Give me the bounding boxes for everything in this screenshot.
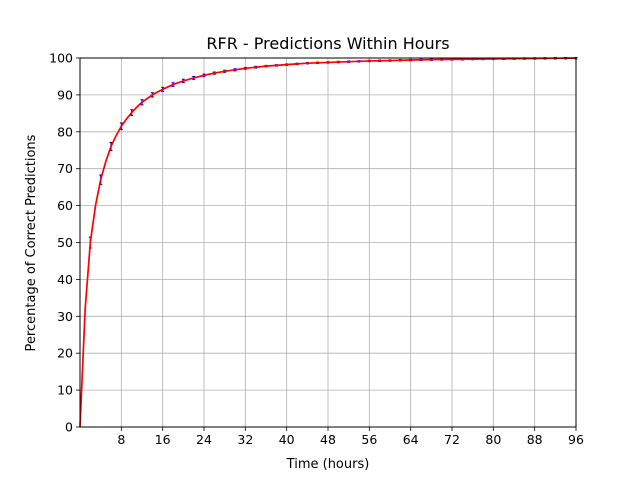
x-tick-label: 32: [237, 432, 253, 447]
x-tick-label: 48: [320, 432, 336, 447]
y-tick-label: 40: [57, 272, 73, 287]
x-axis-ticks: 8 16 24 32 40 48 56 64 72 80 88 96: [117, 427, 584, 447]
y-tick-label: 70: [57, 161, 73, 176]
x-tick-label: 8: [117, 432, 125, 447]
y-tick-label: 30: [57, 309, 73, 324]
series-line: [79, 57, 577, 428]
x-tick-label: 96: [568, 432, 584, 447]
y-tick-label: 0: [65, 420, 73, 435]
x-tick-label: 72: [444, 432, 460, 447]
x-tick-label: 88: [527, 432, 543, 447]
chart-title: RFR - Predictions Within Hours: [206, 34, 449, 53]
x-axis-label: Time (hours): [286, 457, 370, 472]
y-tick-label: 100: [49, 51, 73, 66]
y-tick-label: 50: [57, 235, 73, 250]
y-tick-label: 60: [57, 198, 73, 213]
y-tick-label: 20: [57, 346, 73, 361]
x-tick-label: 64: [403, 432, 419, 447]
x-tick-label: 16: [155, 432, 171, 447]
x-tick-label: 80: [485, 432, 501, 447]
x-tick-label: 40: [279, 432, 295, 447]
y-tick-label: 10: [57, 383, 73, 398]
y-axis-label: Percentage of Correct Predictions: [24, 134, 39, 351]
x-tick-label: 24: [196, 432, 212, 447]
y-tick-label: 90: [57, 87, 73, 102]
y-tick-label: 80: [57, 124, 73, 139]
x-tick-label: 56: [361, 432, 377, 447]
y-axis-ticks: 0 10 20 30 40 50 60 70 80 90 100: [49, 51, 80, 435]
